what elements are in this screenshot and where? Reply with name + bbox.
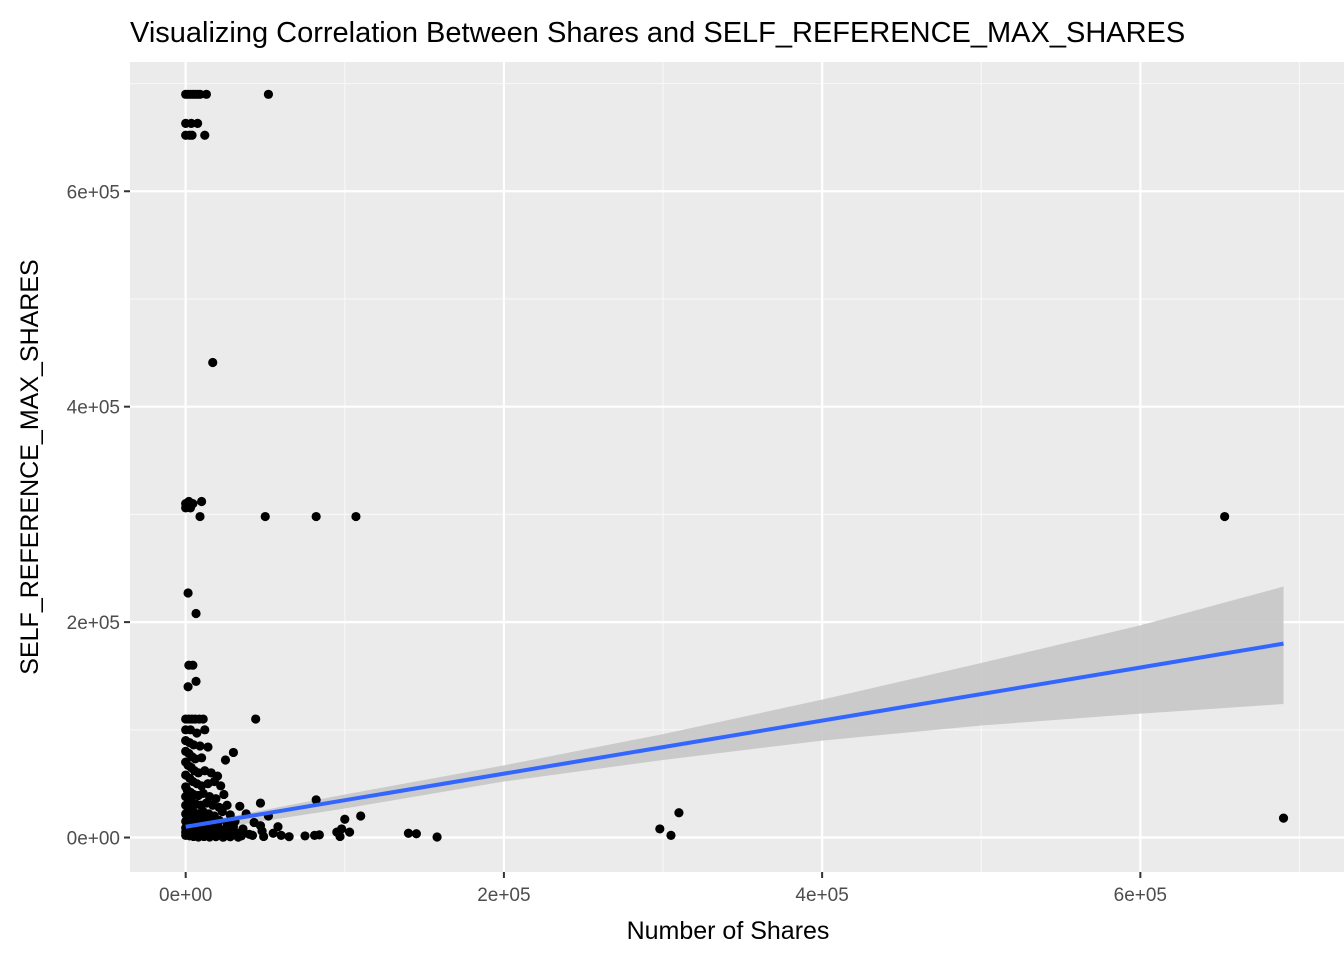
data-point [655, 824, 665, 834]
data-point [192, 728, 202, 738]
y-axis-ticks: 0e+00 2e+05 4e+05 6e+05 [67, 182, 130, 850]
data-point [337, 824, 347, 834]
data-point [259, 831, 269, 842]
data-point [198, 714, 208, 724]
data-point [340, 814, 350, 824]
trend-line [185, 641, 1284, 829]
data-point [196, 496, 207, 507]
data-point [263, 89, 274, 99]
data-point [268, 828, 278, 838]
data-point [203, 742, 213, 752]
data-point [185, 503, 196, 513]
data-point [195, 89, 205, 99]
data-point [335, 831, 345, 842]
data-point [220, 755, 231, 765]
x-tick-label: 0e+00 [159, 885, 212, 906]
data-point [211, 832, 221, 842]
x-tick-label: 2e+05 [477, 885, 530, 906]
data-point [1220, 511, 1230, 522]
data-point [1278, 813, 1289, 823]
data-point [311, 795, 321, 805]
data-point [188, 660, 198, 670]
data-point [255, 798, 266, 808]
y-tick-label: 6e+05 [67, 182, 120, 203]
data-point [356, 811, 366, 821]
x-tick-label: 6e+05 [1114, 885, 1167, 906]
y-tick-label: 4e+05 [67, 398, 120, 419]
data-point [235, 801, 245, 811]
data-point [403, 828, 414, 838]
data-point [666, 830, 676, 840]
data-points [181, 89, 1289, 842]
data-point [344, 827, 355, 837]
y-tick-label: 0e+00 [67, 829, 120, 850]
y-axis-title: SELF_REFERENCE_MAX_SHARES [16, 259, 44, 674]
chart-title: Visualizing Correlation Between Shares a… [130, 17, 1185, 49]
data-point [187, 130, 197, 140]
data-point [411, 829, 421, 839]
data-point [201, 89, 211, 99]
minor-gridlines [130, 62, 1344, 872]
data-point [432, 832, 442, 842]
data-point [191, 676, 201, 686]
data-point [247, 830, 258, 840]
data-point [216, 781, 226, 791]
x-tick-label: 4e+05 [795, 885, 848, 906]
data-point [208, 357, 218, 368]
data-point [195, 741, 205, 751]
data-point [196, 753, 207, 763]
data-point [219, 789, 229, 800]
data-point [186, 118, 196, 128]
data-point [183, 682, 193, 692]
data-point [276, 830, 286, 840]
data-point [228, 747, 239, 758]
data-point [200, 725, 210, 735]
y-tick-label: 2e+05 [67, 613, 120, 634]
data-point [225, 832, 235, 842]
data-point [351, 511, 361, 522]
data-point [233, 832, 243, 842]
data-point [200, 130, 210, 140]
data-point [251, 714, 261, 724]
x-axis-title: Number of Shares [627, 917, 830, 945]
data-point [218, 832, 228, 842]
data-point [260, 511, 270, 522]
data-point [284, 832, 294, 842]
data-point [314, 830, 324, 840]
data-point [273, 822, 283, 832]
data-point [674, 808, 684, 818]
data-point [183, 588, 193, 598]
data-point [311, 511, 321, 522]
data-point [217, 807, 227, 817]
data-point [193, 118, 203, 128]
data-point [300, 831, 310, 841]
data-point [222, 800, 232, 810]
data-point [191, 608, 201, 619]
data-point [195, 511, 205, 522]
x-axis-ticks: 0e+00 2e+05 4e+05 6e+05 [159, 872, 1167, 906]
